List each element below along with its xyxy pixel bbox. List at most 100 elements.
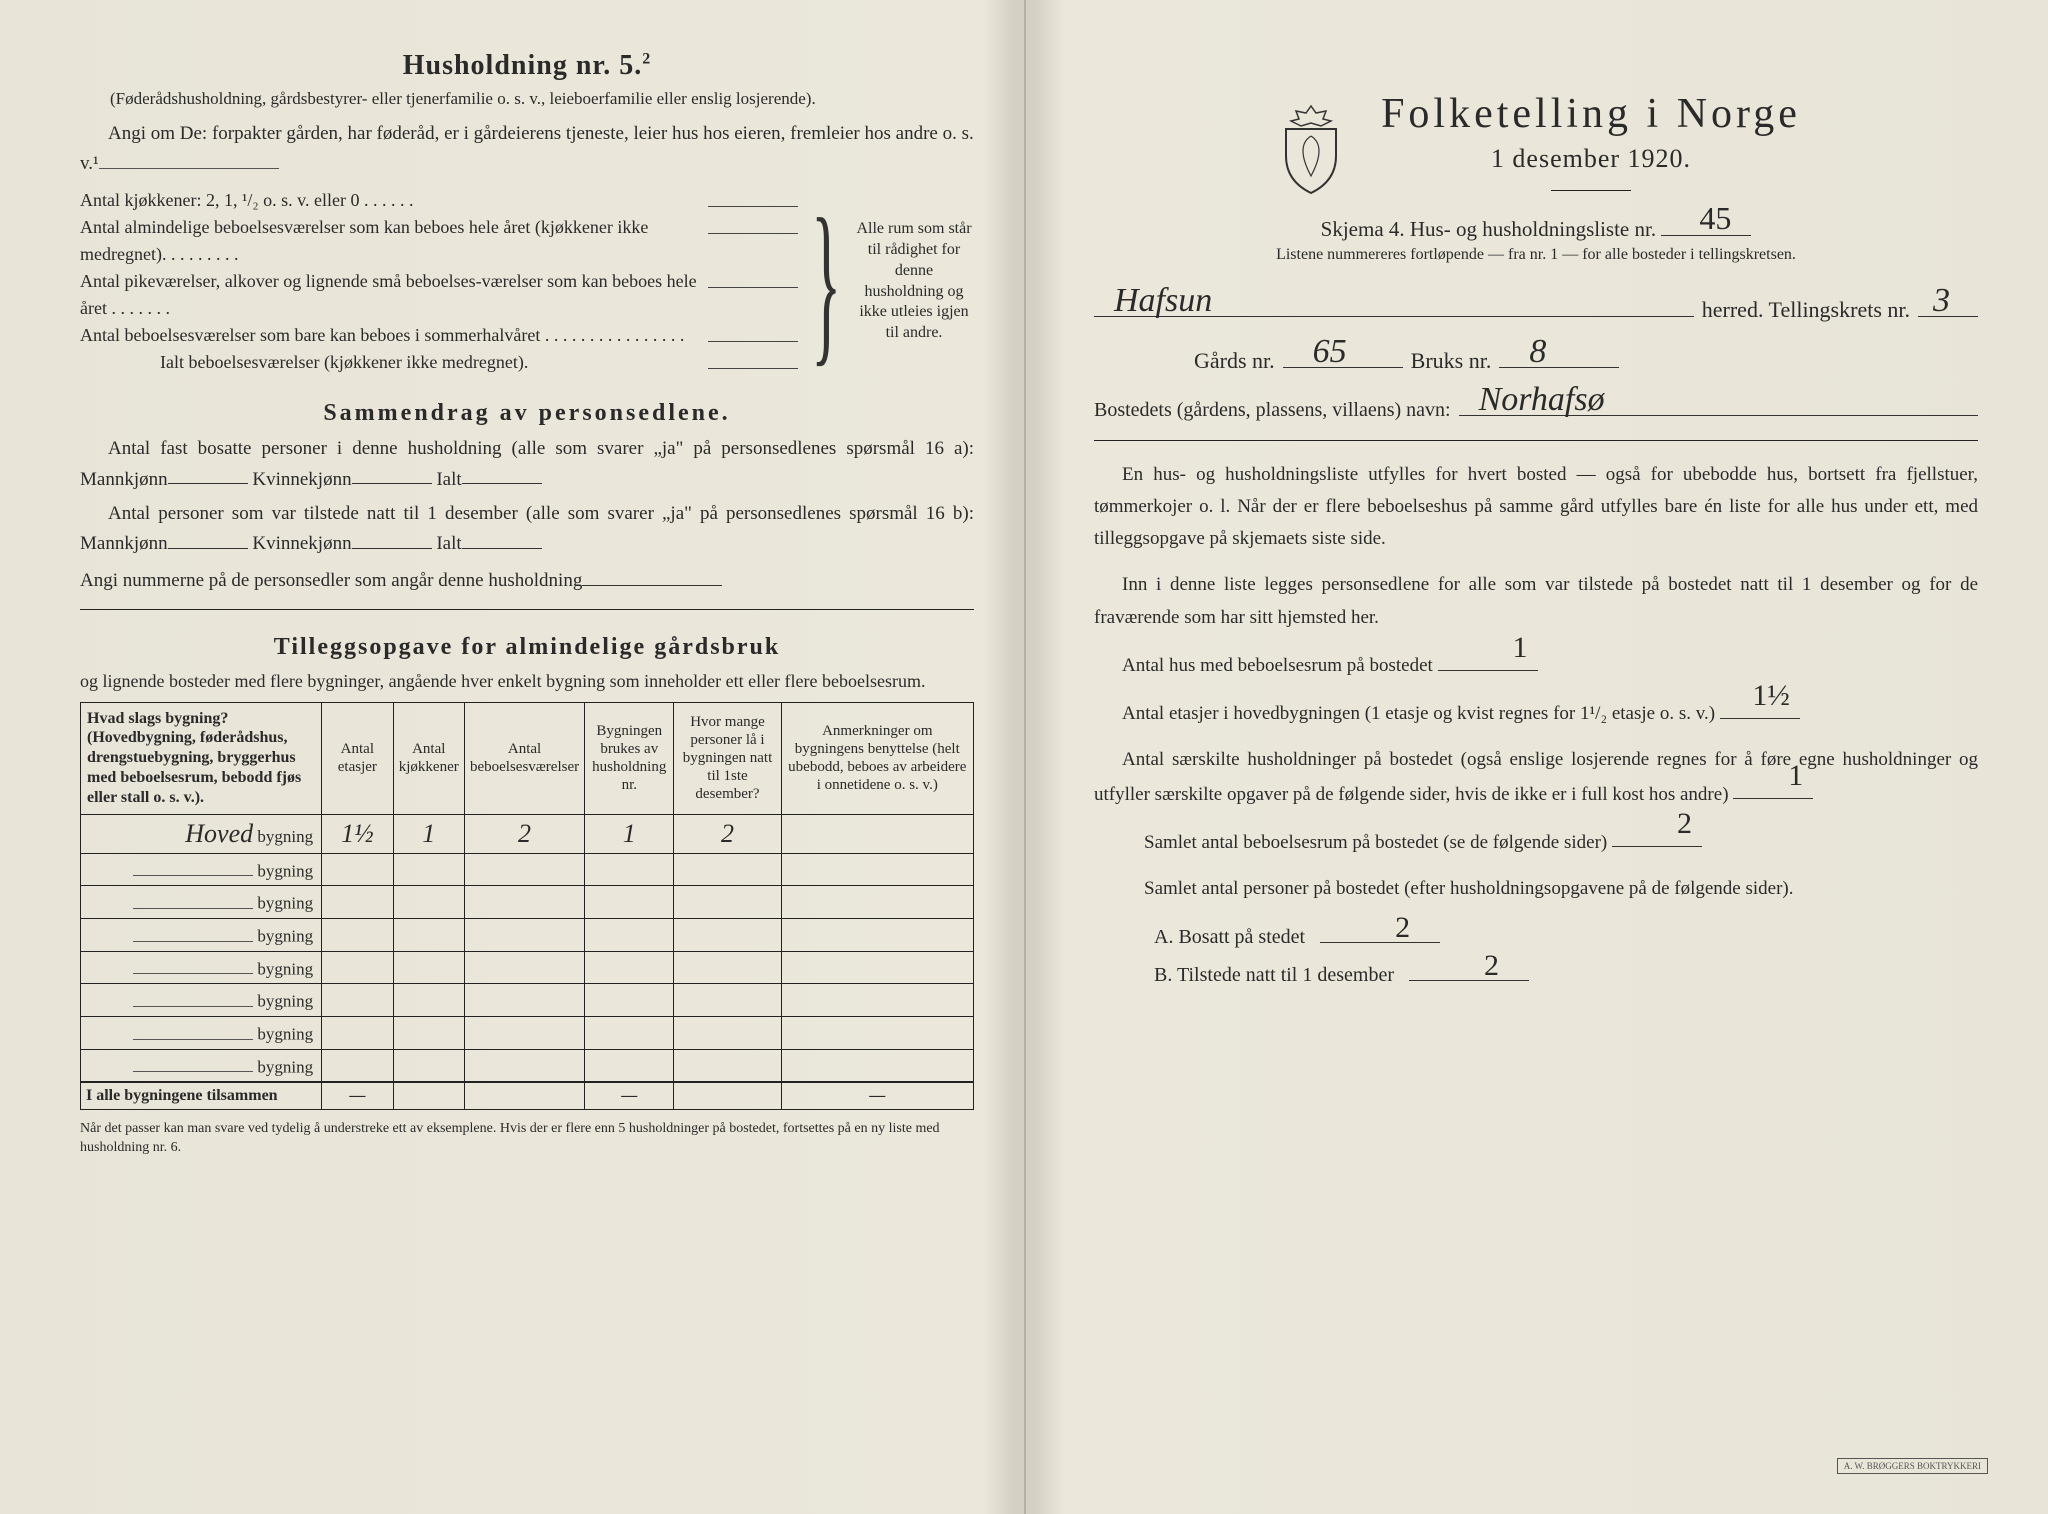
a-hw: 2: [1395, 911, 1410, 945]
household-title: Husholdning nr. 5.2: [80, 50, 974, 82]
r8-suffix: bygning: [257, 1057, 313, 1076]
r3-label: bygning: [81, 886, 322, 919]
hh-note: (Føderådshusholdning, gårdsbestyrer- ell…: [80, 88, 974, 110]
r6-suffix: bygning: [257, 992, 313, 1011]
antal-hus-label: Antal hus med beboelsesrum på bostedet: [1122, 655, 1433, 676]
kitchen-blank-1: [708, 214, 798, 234]
sum-c5: [674, 1082, 781, 1110]
bosted-field: Norhafsø: [1459, 388, 1978, 416]
para-2: Inn i denne liste legges personsedlene f…: [1094, 569, 1978, 634]
bosted-line: Bostedets (gårdens, plassens, villaens) …: [1094, 388, 1978, 422]
angi-line: Angi om De: forpakter gården, har føderå…: [80, 120, 974, 177]
th-0: Hvad slags bygning? (Hovedbygning, føder…: [81, 702, 322, 814]
left-page: Husholdning nr. 5.2 (Føderådshusholdning…: [0, 0, 1024, 1514]
tillegg-sub: og lignende bosteder med flere bygninger…: [80, 669, 974, 693]
kitchen-blank-2: [708, 268, 798, 288]
kitchen-blank-4: [708, 349, 798, 369]
samlet-rum-line: Samlet antal beboelsesrum på bostedet (s…: [1094, 825, 1978, 859]
table-row-1: Hoved bygning 1½ 1 2 1 2: [81, 814, 974, 853]
herred-label: herred. Tellingskrets nr.: [1702, 297, 1910, 323]
antal-etasjer-hw: 1½: [1724, 670, 1790, 721]
gards-line: Gårds nr. 65 Bruks nr. 8: [1094, 337, 1978, 374]
b-hw: 2: [1484, 949, 1499, 983]
hh-title-text: Husholdning nr. 5.: [403, 50, 643, 81]
bygning-table: Hvad slags bygning? (Hovedbygning, føder…: [80, 702, 974, 1111]
s-mann-1: [168, 464, 248, 485]
saerskilte-label: Antal særskilte husholdninger på bostede…: [1094, 749, 1978, 804]
table-row-5: bygning: [81, 951, 974, 984]
r2-suffix: bygning: [257, 861, 313, 880]
saerskilte-field: 1: [1733, 777, 1813, 800]
s-mann-2: [168, 528, 248, 549]
row1-label: Hoved bygning: [81, 814, 322, 853]
table-sum-row: I alle bygningene tilsammen — — —: [81, 1082, 974, 1110]
skjema-text: Skjema 4. Hus- og husholdningsliste nr.: [1321, 217, 1656, 241]
s-ialt-2: Ialt: [436, 533, 461, 554]
r3-suffix: bygning: [257, 894, 313, 913]
r7-label: bygning: [81, 1016, 322, 1049]
angi-num-text: Angi nummerne på de personsedler som ang…: [80, 570, 582, 591]
bosted-label: Bostedets (gårdens, plassens, villaens) …: [1094, 399, 1451, 422]
krets-hw: 3: [1933, 282, 1950, 320]
kitchen-label-2: Antal pikeværelser, alkover og lignende …: [80, 268, 700, 322]
r6-blank: [133, 988, 253, 1007]
right-page: Folketelling i Norge 1 desember 1920. Sk…: [1024, 0, 2048, 1514]
r8-blank: [133, 1054, 253, 1073]
kitchen-label-1: Antal almindelige beboelsesværelser som …: [80, 214, 700, 268]
bruks-field: 8: [1499, 337, 1619, 368]
r5-label: bygning: [81, 951, 322, 984]
a-field: 2: [1320, 919, 1440, 943]
r5-blank: [133, 956, 253, 975]
th-0-text: Hvad slags bygning? (Hovedbygning, føder…: [87, 710, 301, 806]
gards-label: Gårds nr.: [1194, 348, 1275, 374]
herred-field: Hafsun: [1094, 286, 1694, 317]
kitchen-row-4: Ialt beboelsesværelser (kjøkkener ikke m…: [80, 349, 798, 376]
para-1: En hus- og husholdningsliste utfylles fo…: [1094, 459, 1978, 556]
sub-date: 1 desember 1920.: [1381, 144, 1801, 174]
th-3: Antal beboelsesværelser: [464, 702, 584, 814]
table-header-row: Hvad slags bygning? (Hovedbygning, føder…: [81, 702, 974, 814]
r1c2: 1: [393, 814, 464, 853]
antal-etasjer-field: 1½: [1720, 696, 1800, 719]
s-ialt-blank-2: [462, 528, 542, 549]
sum-c1: —: [322, 1082, 393, 1110]
samlet-rum-field: 2: [1612, 825, 1702, 848]
r1c6: [781, 814, 973, 853]
row1-hw: Hoved: [185, 819, 253, 848]
antal-hus-field: 1: [1438, 648, 1538, 671]
s-kvinn-2: Kvinnekjønn: [252, 533, 351, 554]
r1c1-hw: 1½: [341, 819, 374, 848]
r1c2-hw: 1: [422, 819, 435, 848]
th-4: Bygningen brukes av husholdning nr.: [585, 702, 674, 814]
a-label: A. Bosatt på stedet: [1154, 926, 1305, 948]
r7-suffix: bygning: [257, 1025, 313, 1044]
antal-hus-hw: 1: [1485, 622, 1528, 673]
th-6: Anmerkninger om bygningens benyttelse (h…: [781, 702, 973, 814]
s-ialt-blank-1: [462, 464, 542, 485]
bruks-hw: 8: [1529, 333, 1546, 371]
r7-blank: [133, 1021, 253, 1040]
th-1: Antal etasjer: [322, 702, 393, 814]
kitchen-label-4: Ialt beboelsesværelser (kjøkkener ikke m…: [80, 349, 700, 376]
kitchen-row-0: Antal kjøkkener: 2, 1, ¹/₂ o. s. v. elle…: [80, 187, 798, 214]
skjema-line: Skjema 4. Hus- og husholdningsliste nr. …: [1094, 217, 1978, 242]
bruks-label: Bruks nr.: [1411, 348, 1492, 374]
r5-suffix: bygning: [257, 959, 313, 978]
saerskilte-line: Antal særskilte husholdninger på bostede…: [1094, 744, 1978, 810]
kitchen-left: Antal kjøkkener: 2, 1, ¹/₂ o. s. v. elle…: [80, 187, 798, 376]
angi-num-blank: [582, 565, 722, 586]
sum-c3: [464, 1082, 584, 1110]
hh-title-sup: 2: [642, 51, 651, 68]
brace-icon: }: [811, 201, 841, 363]
antal-etasjer-label: Antal etasjer i hovedbygningen (1 etasje…: [1122, 703, 1715, 724]
gards-field: 65: [1283, 337, 1403, 368]
table-row-2: bygning: [81, 853, 974, 886]
title-rule: [1551, 190, 1631, 191]
bosted-hw: Norhafsø: [1479, 381, 1605, 419]
r1c4: 1: [585, 814, 674, 853]
r4-blank: [133, 923, 253, 942]
b-label: B. Tilstede natt til 1 desember: [1154, 964, 1394, 986]
samlet-rum-hw: 2: [1627, 798, 1692, 849]
r4-suffix: bygning: [257, 927, 313, 946]
kitchen-blank-3: [708, 322, 798, 342]
